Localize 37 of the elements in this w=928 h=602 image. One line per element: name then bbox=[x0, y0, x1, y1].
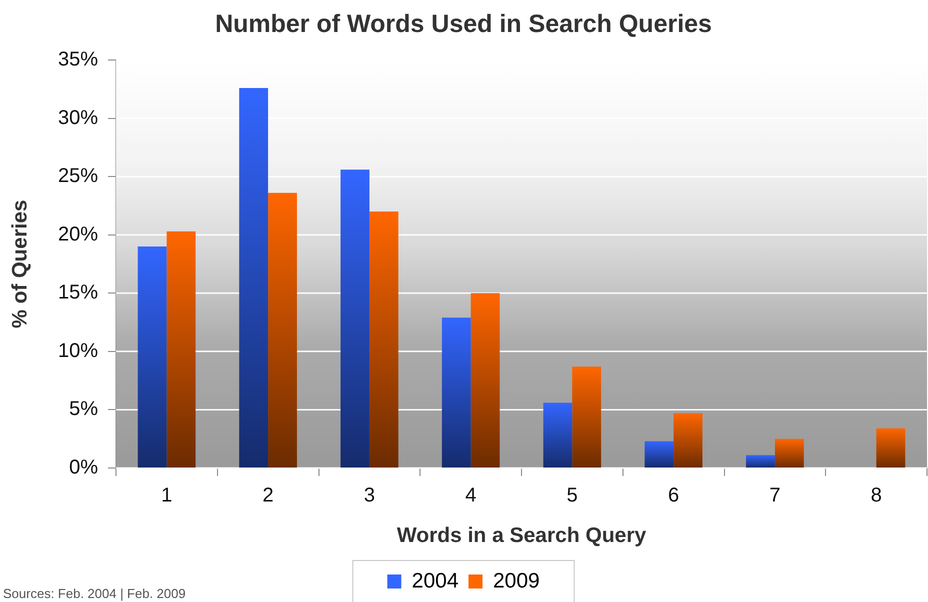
y-axis-title: % of Queries bbox=[8, 200, 32, 328]
bar bbox=[543, 402, 572, 468]
y-tick-label: 35% bbox=[58, 48, 98, 71]
source-note: Sources: Feb. 2004 | Feb. 2009 bbox=[3, 586, 186, 602]
bar bbox=[369, 212, 398, 468]
chart-title: Number of Words Used in Search Queries bbox=[215, 10, 712, 38]
x-tick-label: 7 bbox=[769, 484, 780, 507]
bar bbox=[876, 428, 906, 468]
bar bbox=[239, 88, 268, 468]
x-tick-label: 1 bbox=[161, 484, 172, 507]
bar bbox=[644, 441, 674, 468]
bar bbox=[774, 438, 804, 468]
y-tick-label: 10% bbox=[58, 340, 98, 362]
bar bbox=[674, 413, 702, 468]
x-axis-title: Words in a Search Query bbox=[396, 524, 646, 548]
x-tick-label: 3 bbox=[364, 484, 375, 507]
bar bbox=[442, 318, 471, 468]
x-tick-label: 4 bbox=[465, 484, 476, 507]
bar bbox=[268, 192, 297, 468]
legend-label: 2009 bbox=[493, 569, 540, 592]
y-tick-label: 5% bbox=[69, 398, 98, 420]
bar bbox=[138, 246, 167, 468]
legend-label: 2004 bbox=[412, 569, 459, 592]
y-tick-label: 30% bbox=[58, 106, 98, 129]
x-tick-label: 2 bbox=[262, 484, 274, 507]
y-tick-label: 0% bbox=[69, 456, 98, 479]
x-tick-label: 5 bbox=[566, 484, 578, 507]
bar bbox=[340, 170, 370, 468]
bar bbox=[746, 455, 775, 468]
bar bbox=[572, 366, 602, 468]
y-tick-label: 20% bbox=[58, 223, 98, 246]
bar bbox=[166, 231, 196, 468]
bar bbox=[470, 293, 500, 468]
y-tick-label: 15% bbox=[58, 282, 98, 304]
y-tick-label: 25% bbox=[58, 165, 98, 188]
x-tick-label: 6 bbox=[668, 484, 680, 507]
x-tick-label: 8 bbox=[870, 484, 882, 507]
